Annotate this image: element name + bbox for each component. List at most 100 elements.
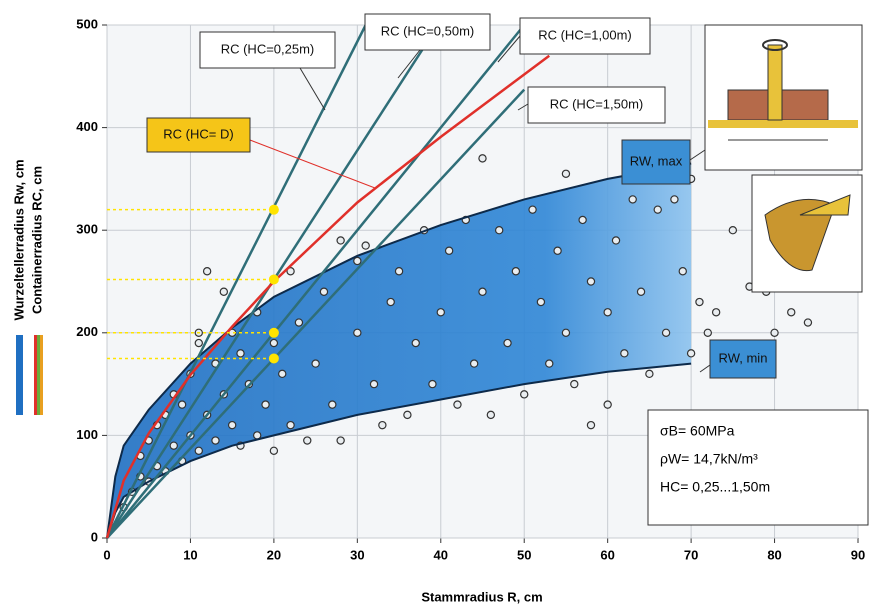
data-point <box>728 225 738 235</box>
info-line: ρW= 14,7kN/m³ <box>660 451 758 467</box>
data-point <box>695 297 704 307</box>
data-point <box>653 205 662 214</box>
data-point <box>386 297 395 307</box>
data-point <box>227 420 237 430</box>
data-point <box>536 297 546 307</box>
data-point <box>319 287 329 296</box>
series-line <box>106 24 526 539</box>
leader-line <box>299 67 326 111</box>
data-point <box>353 328 362 337</box>
data-point <box>478 154 487 163</box>
data-point <box>194 338 203 348</box>
series-label: RW, max <box>630 153 683 168</box>
label-box <box>621 139 691 185</box>
data-point <box>177 400 187 409</box>
x-tick-label: 40 <box>434 547 448 562</box>
data-point <box>269 446 279 455</box>
x-tick-label: 30 <box>350 547 364 562</box>
annotations: RW, max RW, min RC (HC=0,25m) RC (HC=0,50m)… <box>107 13 777 379</box>
data-point <box>545 359 554 368</box>
inset-rootplate <box>751 174 863 293</box>
band-area <box>107 163 692 538</box>
data-point <box>561 169 571 178</box>
data-point <box>403 410 412 420</box>
data-point <box>561 328 571 337</box>
data-point <box>603 400 612 409</box>
data-point <box>787 308 796 317</box>
data-point <box>711 308 721 317</box>
series-line <box>105 54 551 539</box>
data-point <box>586 277 596 286</box>
data-point <box>578 215 587 225</box>
x-tick-label: 50 <box>517 547 531 562</box>
data-point <box>328 400 337 409</box>
y-axis-label: Wurzeltellerradius Rw, cm <box>11 159 26 320</box>
series-label: RC (HC= D) <box>163 126 233 141</box>
x-tick-label: 60 <box>600 547 614 562</box>
y-tick-label: 100 <box>76 427 98 442</box>
x-tick-label: 10 <box>183 547 197 562</box>
data-point <box>294 318 304 327</box>
data-point <box>611 236 621 245</box>
data-point <box>394 267 404 276</box>
leader-line <box>699 364 711 373</box>
info-line: σB= 60MPa <box>660 423 735 439</box>
data-point <box>603 308 612 317</box>
series-line <box>106 362 692 539</box>
data-point <box>436 308 445 317</box>
data-point <box>628 195 637 204</box>
x-axis-label: Stammradius R, cm <box>421 589 542 604</box>
data-point <box>194 446 203 455</box>
data-point <box>670 195 679 204</box>
data-point <box>661 328 671 337</box>
inset-container <box>704 24 863 171</box>
label-box <box>527 86 666 124</box>
data-point <box>219 287 229 296</box>
x-tick-label: 90 <box>851 547 865 562</box>
legend-swatch <box>37 335 40 415</box>
data-point <box>286 267 295 276</box>
data-point <box>336 236 345 245</box>
data-point <box>269 338 279 348</box>
y-tick-label: 400 <box>76 119 98 134</box>
data-point <box>620 349 629 358</box>
marker-dot <box>268 327 279 338</box>
leader-line <box>517 103 529 111</box>
data-point <box>520 390 529 399</box>
marker-dot <box>268 353 279 364</box>
data-point <box>503 338 512 348</box>
label-box <box>364 13 491 51</box>
data-point <box>361 241 370 250</box>
data-point <box>336 436 345 445</box>
data-point <box>369 379 379 389</box>
marker-dot <box>268 204 279 215</box>
data-point <box>511 267 521 276</box>
x-tick-label: 0 <box>103 547 110 562</box>
data-point <box>236 349 245 358</box>
series-label: RC (HC=1,00m) <box>538 27 632 42</box>
y-axis-label: Containerradius RC, cm <box>29 166 44 314</box>
data-point <box>528 205 537 214</box>
series-label: RC (HC=0,50m) <box>381 23 475 38</box>
data-point <box>211 436 220 445</box>
leader-line <box>249 139 376 189</box>
data-point <box>678 267 687 276</box>
legend-swatch <box>34 335 37 415</box>
info-box <box>647 409 869 526</box>
series-line <box>106 88 526 539</box>
data-point <box>169 441 178 450</box>
x-tick-label: 80 <box>767 547 781 562</box>
data-point <box>494 225 504 235</box>
data-point <box>303 436 312 445</box>
data-point <box>636 287 646 296</box>
data-point <box>411 338 420 348</box>
data-point <box>444 246 454 255</box>
data-point <box>202 267 212 276</box>
data-point <box>803 318 813 327</box>
data-point <box>486 410 496 420</box>
marker-dot <box>268 274 279 285</box>
series-label: RW, min <box>719 350 768 365</box>
data-point <box>428 379 437 389</box>
series-label: RC (HC=0,25m) <box>221 41 315 56</box>
